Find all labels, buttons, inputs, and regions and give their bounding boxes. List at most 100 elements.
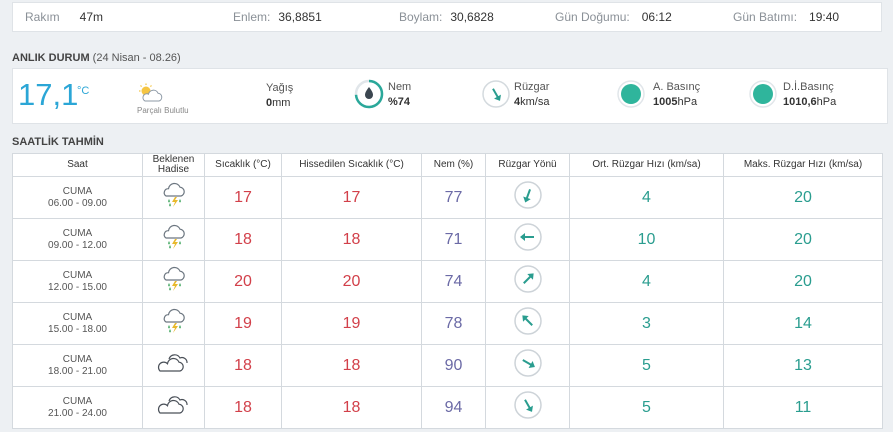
wind-dir-cell: [485, 302, 570, 345]
row-max-wind: 20: [794, 230, 812, 248]
wind-arrow-icon: [513, 390, 543, 425]
time-cell: CUMA 12.00 - 15.00: [12, 260, 143, 303]
thunder-rain-icon: [160, 308, 188, 338]
temp-cell: 18: [204, 344, 282, 387]
col-header-max-wind: Maks. Rüzgar Hızı (km/sa): [723, 153, 883, 177]
humidity-cell: 74: [421, 260, 486, 303]
feels-cell: 18: [281, 344, 422, 387]
time-cell: CUMA 21.00 - 24.00: [12, 386, 143, 429]
pressure-icon: [616, 79, 646, 114]
row-time-range: 09.00 - 12.00: [48, 239, 107, 251]
event-cell: [142, 260, 205, 303]
sea-pressure-label: D.İ.Basınç: [783, 81, 834, 93]
hourly-forecast-table: Saat Beklenen Hadise Sıcaklık (°C) Hissed…: [12, 153, 883, 429]
row-temp: 18: [234, 230, 252, 248]
sea-pressure-value-group: 1010,6hPa: [783, 96, 836, 108]
row-avg-wind: 4: [642, 188, 651, 206]
sunset-value: 19:40: [809, 10, 840, 24]
row-avg-wind: 10: [637, 230, 656, 248]
precip-value: 0: [266, 97, 273, 109]
row-day: CUMA: [62, 185, 93, 197]
avg-wind-cell: 10: [569, 218, 724, 261]
row-avg-wind: 4: [642, 272, 651, 290]
wind-arrow-icon: [513, 348, 543, 383]
table-row: CUMA 12.00 - 15.00 20 20 74 4 20: [12, 260, 883, 303]
row-time-range: 15.00 - 18.00: [48, 323, 107, 335]
precip-unit: mm: [272, 97, 291, 109]
humidity-cell: 94: [421, 386, 486, 429]
row-temp: 19: [234, 314, 252, 332]
sunrise-value: 06:12: [641, 10, 672, 24]
row-day: CUMA: [62, 227, 93, 239]
row-max-wind: 11: [794, 398, 812, 416]
sunrise-label: Gün Doğumu:: [555, 10, 630, 24]
avg-wind-cell: 5: [569, 344, 724, 387]
pressure-value-group: 1005hPa: [653, 96, 697, 108]
max-wind-cell: 20: [723, 218, 883, 261]
time-cell: CUMA 09.00 - 12.00: [12, 218, 143, 261]
location-info-bar: Rakım 47m Enlem: 36,8851 Boylam: 30,6828 Gü…: [12, 2, 882, 32]
row-time-range: 06.00 - 09.00: [48, 197, 107, 209]
row-avg-wind: 5: [642, 398, 651, 416]
cloud-icon: [157, 354, 191, 378]
wind-label: Rüzgar: [514, 81, 550, 93]
table-row: CUMA 09.00 - 12.00 18 18 71 10 20: [12, 218, 883, 261]
current-subtitle: (24 Nisan - 08.26): [92, 52, 181, 64]
thunder-rain-icon: [160, 182, 188, 212]
latitude-label: Enlem:: [233, 10, 271, 24]
col-header-event-line1: Beklenen: [152, 154, 195, 165]
current-conditions-panel: 17,1 °C Parçalı Bulutlu Yağış 0mm Nem %7…: [12, 68, 888, 124]
humidity-value-group: %74: [388, 96, 410, 108]
row-avg-wind: 3: [642, 314, 651, 332]
row-temp: 17: [234, 188, 252, 206]
row-humidity: 94: [444, 398, 463, 416]
row-feels: 17: [342, 188, 361, 206]
max-wind-cell: 11: [723, 386, 883, 429]
max-wind-cell: 20: [723, 260, 883, 303]
max-wind-cell: 13: [723, 344, 883, 387]
col-header-avg-wind: Ort. Rüzgar Hızı (km/sa): [569, 153, 724, 177]
altitude-item: Rakım 47m: [25, 10, 103, 24]
row-day: CUMA: [62, 395, 93, 407]
col-header-time: Saat: [12, 153, 143, 177]
precip-value-group: 0mm: [266, 97, 290, 109]
row-time-range: 12.00 - 15.00: [48, 281, 107, 293]
row-max-wind: 13: [794, 356, 812, 374]
event-cell: [142, 344, 205, 387]
partly-cloudy-icon: [137, 83, 163, 108]
wind-arrow-icon: [513, 180, 543, 215]
humidity-cell: 71: [421, 218, 486, 261]
humidity-cell: 77: [421, 176, 486, 219]
temp-cell: 18: [204, 218, 282, 261]
precip-label: Yağış: [266, 82, 294, 94]
temp-cell: 17: [204, 176, 282, 219]
wind-direction-icon: [481, 79, 511, 114]
row-time-range: 21.00 - 24.00: [48, 407, 107, 419]
feels-cell: 18: [281, 218, 422, 261]
row-humidity: 90: [444, 356, 463, 374]
temp-cell: 20: [204, 260, 282, 303]
row-feels: 20: [342, 272, 361, 290]
latitude-item: Enlem: 36,8851: [233, 10, 322, 24]
row-feels: 18: [342, 230, 361, 248]
row-humidity: 77: [444, 188, 463, 206]
row-feels: 18: [342, 398, 361, 416]
feels-cell: 18: [281, 386, 422, 429]
time-cell: CUMA 18.00 - 21.00: [12, 344, 143, 387]
wind-unit: km/sa: [520, 96, 550, 108]
altitude-label: Rakım: [25, 10, 60, 24]
event-cell: [142, 176, 205, 219]
wind-arrow-icon: [513, 264, 543, 299]
row-humidity: 74: [444, 272, 463, 290]
humidity-gauge-icon: [354, 79, 384, 114]
feels-cell: 19: [281, 302, 422, 345]
current-temperature: 17,1: [18, 77, 79, 112]
time-cell: CUMA 06.00 - 09.00: [12, 176, 143, 219]
sunset-item: Gün Batımı: 19:40: [733, 10, 839, 24]
col-header-wind-dir: Rüzgar Yönü: [485, 153, 570, 177]
sunset-label: Gün Batımı:: [733, 10, 798, 24]
table-header-row: Saat Beklenen Hadise Sıcaklık (°C) Hissed…: [12, 153, 883, 177]
row-humidity: 78: [444, 314, 463, 332]
humidity-cell: 90: [421, 344, 486, 387]
col-header-temp: Sıcaklık (°C): [204, 153, 282, 177]
